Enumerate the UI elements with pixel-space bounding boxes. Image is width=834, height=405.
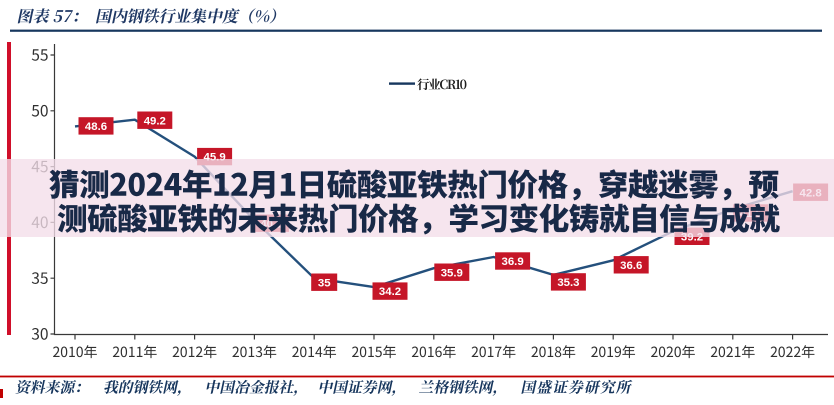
svg-text:35: 35	[318, 277, 331, 289]
svg-text:34.2: 34.2	[379, 286, 401, 298]
svg-text:36.6: 36.6	[620, 260, 642, 272]
svg-text:48.6: 48.6	[85, 121, 107, 133]
svg-text:35.9: 35.9	[441, 267, 463, 279]
svg-text:35.3: 35.3	[557, 277, 579, 289]
svg-text:49.2: 49.2	[144, 115, 166, 127]
svg-text:36.9: 36.9	[502, 256, 524, 268]
